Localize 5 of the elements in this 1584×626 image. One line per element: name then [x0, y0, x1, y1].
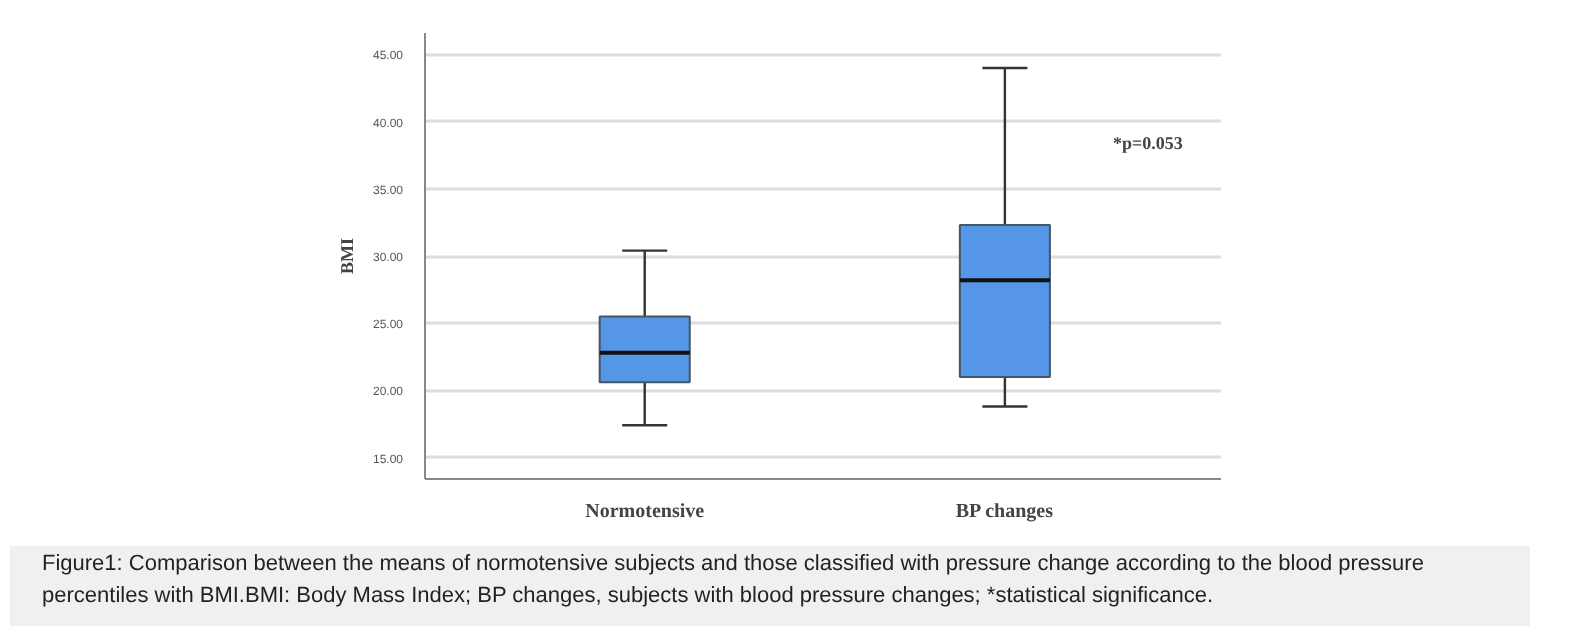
caption: Figure1: Comparison between the means of normotensive subjects and those classified with pressure change according to the blood pressure percentiles with BMI.BMI: Body Mass Index; BP changes, subjects with blood pressure changes; *statistical significance.	[42, 550, 1426, 612]
x-tick-label: BP changes	[955, 501, 1054, 523]
x-tick-label: Normotensive	[585, 501, 706, 523]
y-axis-title: BMI	[336, 237, 357, 274]
annotation: *p=0.053	[1112, 133, 1184, 154]
